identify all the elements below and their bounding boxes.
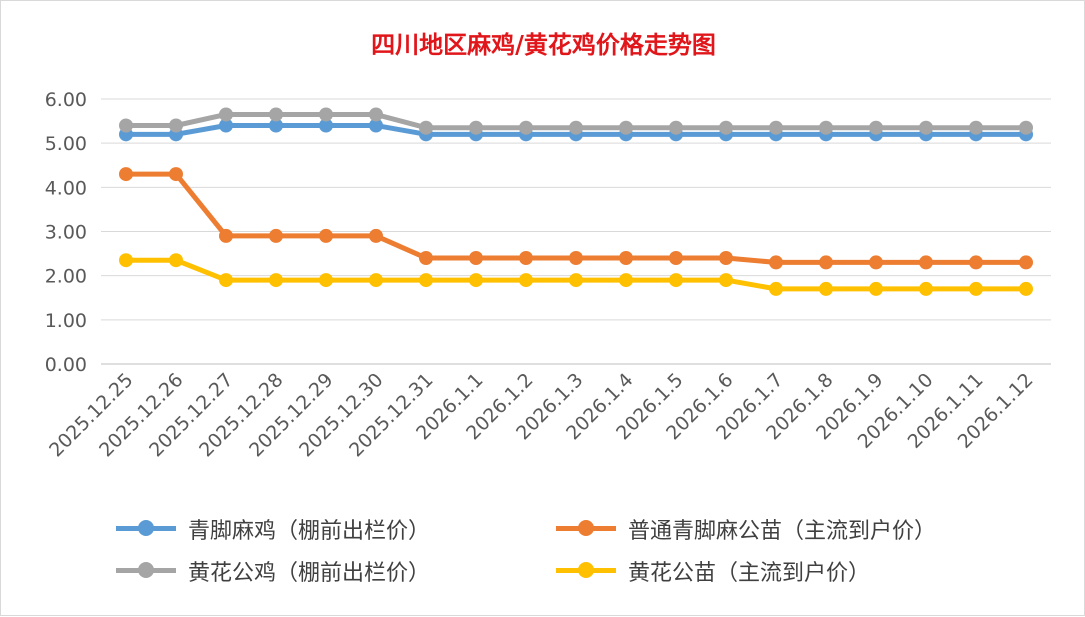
series-2-point-4 bbox=[319, 107, 333, 122]
legend-item-0: 青脚麻鸡（棚前出栏价） bbox=[116, 511, 430, 547]
series-0-point-5 bbox=[369, 118, 383, 133]
series-2-point-6 bbox=[419, 120, 433, 135]
series-0-point-3 bbox=[269, 118, 283, 133]
y-tick-label-5: 5.00 bbox=[45, 133, 87, 155]
series-3-point-16 bbox=[919, 281, 933, 296]
series-1-point-10 bbox=[619, 251, 633, 265]
legend-swatch-3 bbox=[556, 553, 616, 589]
series-2-point-14 bbox=[819, 120, 833, 135]
series-1-point-2 bbox=[219, 228, 233, 243]
y-tick-label-4: 4.00 bbox=[45, 177, 87, 199]
chart-title: 四川地区麻鸡/黄花鸡价格走势图 bbox=[371, 30, 716, 59]
series-3-point-7 bbox=[469, 273, 483, 288]
series-3-point-15 bbox=[869, 281, 883, 296]
series-1-point-14 bbox=[819, 255, 833, 270]
series-2-point-16 bbox=[919, 120, 933, 135]
series-1-point-12 bbox=[719, 251, 733, 265]
y-tick-label-0: 0.00 bbox=[45, 354, 87, 376]
series-2-point-9 bbox=[569, 120, 583, 135]
series-1-point-5 bbox=[369, 228, 383, 243]
series-1-point-6 bbox=[419, 251, 433, 265]
series-3-point-8 bbox=[519, 273, 533, 288]
series-1-point-15 bbox=[869, 255, 883, 270]
legend-label-1: 普通青脚麻公苗（主流到户价） bbox=[628, 519, 937, 544]
chart-legend: 青脚麻鸡（棚前出栏价） 普通青脚麻公苗（主流到户价） 黄花公鸡（棚前出栏价） 黄… bbox=[116, 511, 1016, 591]
series-2-point-3 bbox=[269, 107, 283, 122]
series-2-point-18 bbox=[1019, 120, 1033, 135]
series-3-point-14 bbox=[819, 281, 833, 296]
series-3-point-13 bbox=[769, 281, 783, 296]
y-tick-label-3: 3.00 bbox=[45, 222, 87, 244]
series-3-point-18 bbox=[1019, 281, 1033, 296]
series-3-point-11 bbox=[669, 273, 683, 288]
y-tick-label-6: 6.00 bbox=[45, 89, 87, 111]
legend-label-2: 黄花公鸡（棚前出栏价） bbox=[188, 561, 431, 586]
series-2-point-10 bbox=[619, 120, 633, 135]
series-3-point-1 bbox=[169, 253, 183, 268]
legend-label-3: 黄花公苗（主流到户价） bbox=[628, 561, 871, 586]
series-1-point-11 bbox=[669, 251, 683, 265]
series-3-point-10 bbox=[619, 273, 633, 288]
series-2-point-2 bbox=[219, 107, 233, 122]
legend-swatch-2 bbox=[116, 553, 176, 589]
series-2-point-1 bbox=[169, 118, 183, 133]
series-3-point-3 bbox=[269, 273, 283, 288]
series-3-point-0 bbox=[119, 253, 133, 268]
series-1-point-4 bbox=[319, 228, 333, 243]
y-tick-label-1: 1.00 bbox=[45, 310, 87, 332]
series-3-point-2 bbox=[219, 273, 233, 288]
legend-swatch-0 bbox=[116, 511, 176, 547]
series-1-point-9 bbox=[569, 251, 583, 265]
series-1-point-7 bbox=[469, 251, 483, 265]
series-0-point-2 bbox=[219, 118, 233, 133]
series-1-point-8 bbox=[519, 251, 533, 265]
series-3-point-17 bbox=[969, 281, 983, 296]
series-1-point-0 bbox=[119, 167, 133, 182]
series-3-point-5 bbox=[369, 273, 383, 288]
series-1-point-17 bbox=[969, 255, 983, 270]
series-1-point-16 bbox=[919, 255, 933, 270]
series-0-point-4 bbox=[319, 118, 333, 133]
series-1-point-18 bbox=[1019, 255, 1033, 270]
legend-item-3: 黄花公苗（主流到户价） bbox=[556, 553, 870, 589]
series-3-point-9 bbox=[569, 273, 583, 288]
series-1-point-1 bbox=[169, 167, 183, 182]
series-3-point-12 bbox=[719, 273, 733, 288]
series-2-point-12 bbox=[719, 120, 733, 135]
series-3-point-4 bbox=[319, 273, 333, 288]
y-tick-label-2: 2.00 bbox=[45, 266, 87, 288]
series-2-point-7 bbox=[469, 120, 483, 135]
series-2-point-5 bbox=[369, 107, 383, 122]
legend-item-1: 普通青脚麻公苗（主流到户价） bbox=[556, 511, 936, 547]
series-3-point-6 bbox=[419, 273, 433, 288]
series-2-point-15 bbox=[869, 120, 883, 135]
series-1-point-13 bbox=[769, 255, 783, 270]
legend-item-2: 黄花公鸡（棚前出栏价） bbox=[116, 553, 430, 589]
series-2-point-0 bbox=[119, 118, 133, 133]
series-2-point-11 bbox=[669, 120, 683, 135]
series-1-point-3 bbox=[269, 228, 283, 243]
series-2-point-17 bbox=[969, 120, 983, 135]
legend-swatch-1 bbox=[556, 511, 616, 547]
legend-label-0: 青脚麻鸡（棚前出栏价） bbox=[188, 519, 431, 544]
series-2-point-13 bbox=[769, 120, 783, 135]
series-2-point-8 bbox=[519, 120, 533, 135]
